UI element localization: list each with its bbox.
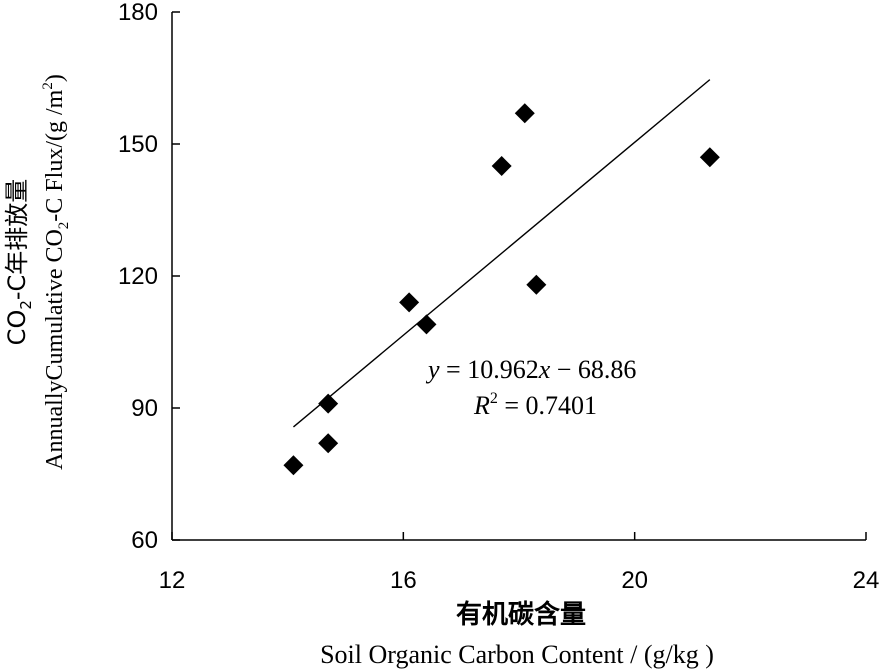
data-point — [416, 314, 437, 335]
data-point — [318, 393, 339, 414]
x-axis-title-en: Soil Organic Carbon Content / (g/kg ) — [320, 640, 714, 669]
data-point — [526, 274, 547, 295]
data-point — [399, 292, 420, 313]
regression-equation: y = 10.962x − 68.86 — [425, 355, 636, 384]
data-point — [491, 156, 512, 176]
x-tick-label: 24 — [853, 567, 880, 594]
x-axis-title-cn: 有机碳含量 — [456, 599, 586, 630]
r-squared-sup: 2 — [490, 390, 498, 407]
data-point — [318, 433, 339, 454]
x-tick-label: 20 — [621, 567, 648, 594]
r-squared: R2 = 0.7401 — [473, 390, 597, 420]
data-point — [283, 455, 304, 476]
data-points — [283, 103, 720, 476]
r-squared-value: = 0.7401 — [498, 391, 597, 420]
r-squared-label: R — [473, 391, 490, 420]
y-axis-title-en: AnnuallyCumulative CO2-C Flux/(g /m2) — [40, 74, 72, 470]
y-tick-label: 120 — [118, 263, 158, 290]
data-point — [699, 147, 720, 168]
y-tick-label: 60 — [131, 527, 158, 554]
equation-intercept: − 68.86 — [550, 355, 636, 384]
y-axis-title-cn: CO2-C年排放量 — [3, 179, 35, 346]
equation-y: y — [425, 355, 440, 384]
equation-x: x — [538, 355, 551, 384]
y-tick-label: 90 — [131, 395, 158, 422]
data-point — [514, 103, 535, 124]
y-tick-label: 180 — [118, 0, 158, 26]
y-tick-label: 150 — [118, 131, 158, 158]
trendline — [293, 79, 711, 428]
x-tick-label: 16 — [390, 567, 417, 594]
axes — [171, 12, 866, 541]
equation-coef: = 10.962 — [440, 355, 539, 384]
x-tick-label: 12 — [159, 567, 186, 594]
axis-ticks: 12 16 20 24 60 90 120 150 180 — [118, 0, 879, 594]
